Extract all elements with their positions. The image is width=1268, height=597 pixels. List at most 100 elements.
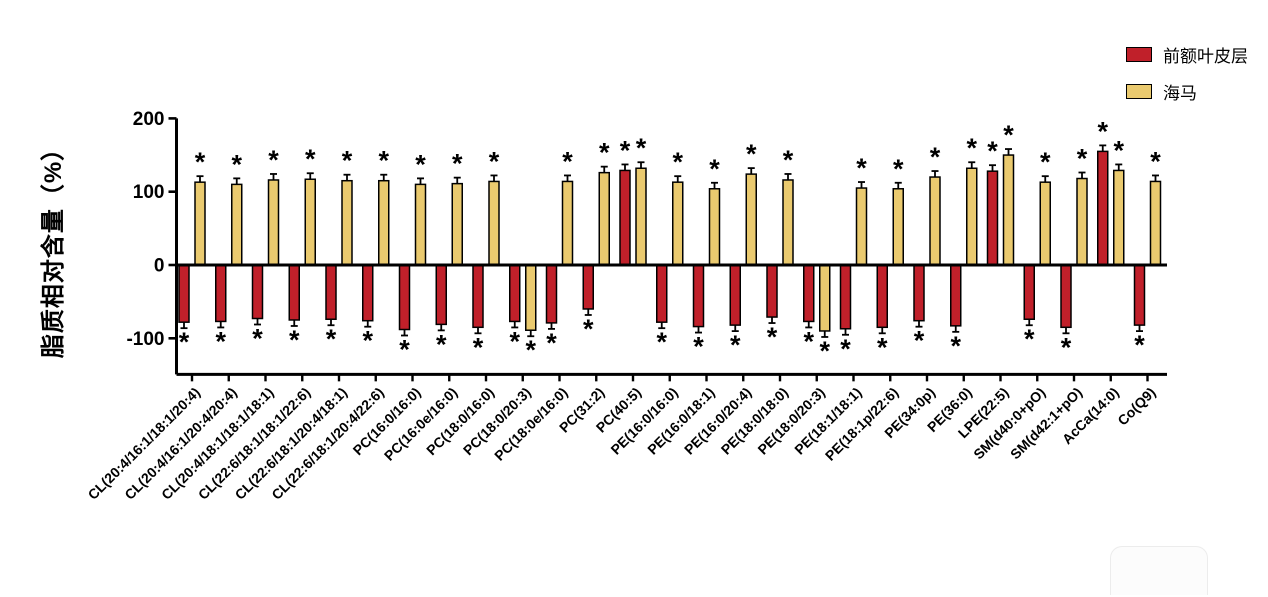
significance-star: * [231,149,242,179]
bar-prefrontal-17 [803,264,815,323]
bar-prefrontal-21 [950,264,962,327]
bar-hippocampus-15 [745,173,757,266]
significance-star: * [546,328,557,358]
bar-hippocampus-22 [1002,154,1015,266]
bar-hippocampus-12 [635,167,647,266]
bar-hippocampus-6 [414,183,427,266]
significance-star: * [195,147,206,177]
significance-star: * [1061,332,1072,362]
significance-star: * [525,335,536,365]
significance-star: * [840,334,851,364]
significance-star: * [730,330,741,360]
significance-star: * [693,332,704,362]
significance-star: * [179,327,190,357]
significance-star: * [803,326,814,356]
bar-hippocampus-19 [892,188,904,266]
bar-hippocampus-4 [341,179,353,266]
bar-prefrontal-15 [729,264,741,326]
bar-hippocampus-23 [1039,181,1051,266]
bar-prefrontal-2 [251,264,264,320]
significance-star: * [877,332,888,362]
significance-star: * [583,314,594,344]
bar-hippocampus-5 [378,179,390,266]
significance-star: * [436,329,447,359]
bar-prefrontal-20 [913,264,925,322]
bar-prefrontal-11 [582,264,594,310]
legend-item-prefrontal: 前额叶皮层 [1126,42,1248,67]
significance-star: * [473,332,484,362]
legend: 前额叶皮层 海马 [1126,42,1248,104]
significance-star: * [746,139,757,169]
significance-star: * [1150,146,1161,176]
legend-label-prefrontal: 前额叶皮层 [1163,47,1248,66]
bar-hippocampus-1 [231,183,243,266]
bar-prefrontal-14 [692,264,705,328]
significance-star: * [509,326,520,356]
bar-prefrontal-8 [472,264,484,329]
legend-swatch-yellow [1126,84,1152,99]
significance-star: * [930,142,941,172]
legend-label-hippocampus: 海马 [1163,84,1197,103]
significance-star: * [489,146,500,176]
significance-star: * [268,145,279,175]
significance-star: * [1077,144,1088,174]
significance-star: * [1040,147,1051,177]
significance-star: * [783,145,794,175]
bar-hippocampus-2 [267,179,280,266]
bar-hippocampus-24 [1076,177,1088,266]
bar-hippocampus-11 [598,171,610,266]
bar-prefrontal-18 [839,264,852,330]
bar-hippocampus-21 [966,167,978,266]
legend-item-hippocampus: 海马 [1126,79,1248,104]
bar-prefrontal-10 [545,264,558,324]
bar-prefrontal-4 [325,264,337,320]
significance-star: * [636,133,647,163]
bar-hippocampus-3 [304,178,316,266]
bar-hippocampus-20 [929,176,941,266]
y-tick-label: 200 [133,109,165,130]
bar-hippocampus-13 [672,181,684,266]
legend-swatch-red [1126,47,1152,62]
y-tick-label: -100 [126,329,164,350]
bar-prefrontal-6 [398,264,411,331]
y-tick-label: 100 [133,182,165,203]
significance-star: * [289,325,300,355]
significance-star: * [415,149,426,179]
bar-prefrontal-23 [1023,264,1035,320]
bar-hippocampus-10 [561,180,574,266]
significance-star: * [672,147,683,177]
watermark-placeholder [1110,546,1208,595]
bar-hippocampus-8 [488,180,500,266]
bar-prefrontal-1 [215,264,227,323]
significance-star: * [1097,116,1108,146]
significance-star: * [305,144,316,174]
significance-star: * [252,324,263,354]
significance-star: * [767,322,778,352]
bar-prefrontal-3 [288,264,300,321]
bar-hippocampus-26 [1149,180,1162,266]
bar-prefrontal-13 [656,264,668,323]
bar-hippocampus-16 [782,179,794,266]
bar-prefrontal-7 [435,264,447,326]
bar-hippocampus-14 [708,188,721,266]
significance-star: * [893,154,904,184]
bar-prefrontal-26 [1133,264,1146,326]
bar-hippocampus-18 [855,187,868,266]
bar-prefrontal-24 [1060,264,1072,329]
bar-prefrontal-0 [178,264,190,323]
x-tick-label: Co(Q9) [1114,384,1158,428]
significance-star: * [950,331,961,361]
significance-star: * [378,146,389,176]
significance-star: * [452,149,463,179]
significance-star: * [399,335,410,365]
bar-prefrontal-19 [876,264,888,329]
significance-star: * [599,138,610,168]
bar-prefrontal-22 [986,170,999,266]
significance-star: * [656,327,667,357]
bar-prefrontal-5 [362,264,374,322]
significance-star: * [709,154,720,184]
y-axis-title: 脂质相对含量（%） [40,135,67,359]
bar-prefrontal-25 [1097,150,1109,266]
